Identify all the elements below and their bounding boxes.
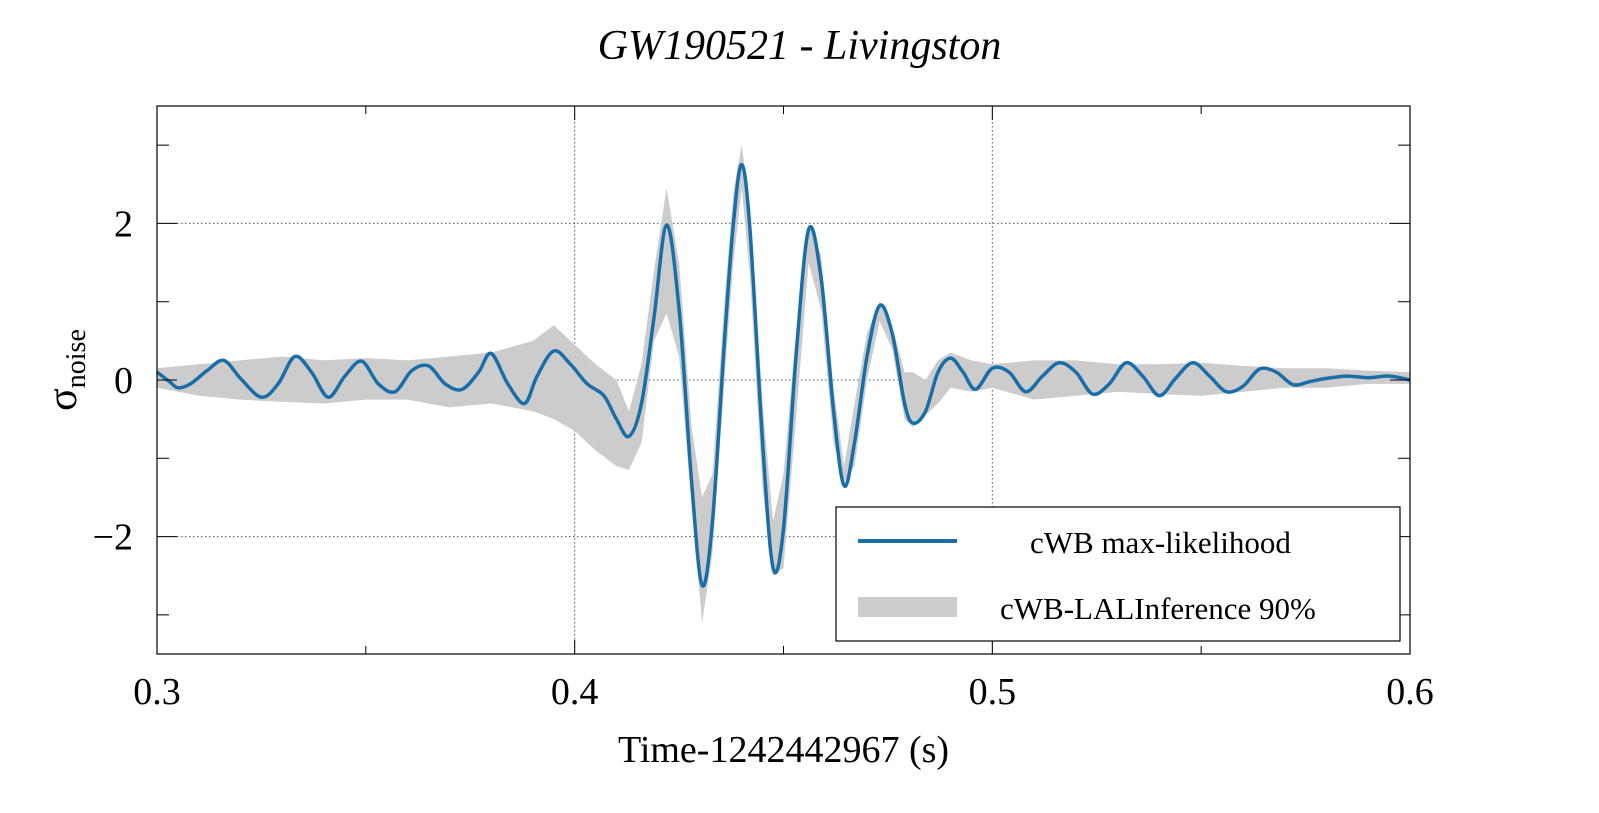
y-axis-subscript: noise xyxy=(61,329,92,388)
y-tick-label: 2 xyxy=(114,203,133,245)
y-tick-labels: −2 0 2 xyxy=(93,203,133,558)
x-tick-label: 0.4 xyxy=(551,671,599,713)
legend-label-max-likelihood: cWB max-likelihood xyxy=(1030,525,1291,560)
x-tick-label: 0.3 xyxy=(133,671,181,713)
legend-swatch-lalinference xyxy=(858,597,957,617)
x-tick-label: 0.6 xyxy=(1386,671,1434,713)
x-axis-label: Time-1242442967 (s) xyxy=(618,729,949,771)
y-tick-label: 0 xyxy=(114,360,133,402)
y-tick-label: −2 xyxy=(93,517,133,559)
y-axis-symbol: σ xyxy=(40,388,86,411)
legend: cWB max-likelihood cWB-LALInference 90% xyxy=(835,506,1401,642)
y-axis-label: σnoise xyxy=(40,329,92,411)
legend-box xyxy=(835,506,1401,642)
x-tick-labels: 0.3 0.4 0.5 0.6 xyxy=(133,671,1434,713)
chart-title: GW190521 - Livingston xyxy=(597,23,1002,69)
legend-label-lalinference: cWB-LALInference 90% xyxy=(1000,591,1316,626)
line-max-likelihood xyxy=(155,162,1411,588)
x-tick-label: 0.5 xyxy=(969,671,1017,713)
line-layer xyxy=(155,162,1411,588)
